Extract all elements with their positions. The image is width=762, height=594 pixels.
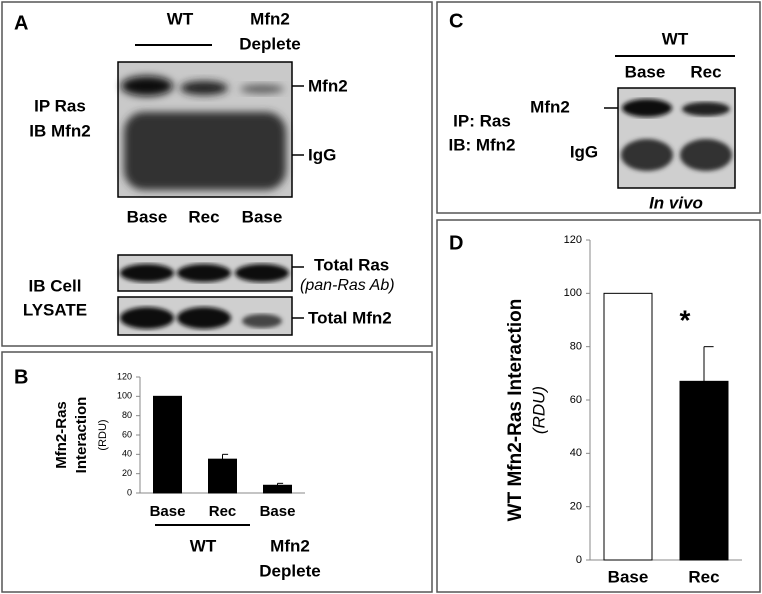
y-tick-label: 40 bbox=[122, 449, 132, 459]
bar bbox=[603, 292, 653, 561]
y-tick-label: 80 bbox=[122, 410, 132, 420]
panel-letter: A bbox=[14, 12, 28, 34]
y-tick-label: 0 bbox=[576, 554, 582, 566]
y-tick-label: 120 bbox=[564, 234, 582, 246]
x-tick-label: Base bbox=[608, 567, 649, 586]
group-label: WT bbox=[167, 9, 194, 28]
blot bbox=[117, 254, 293, 336]
x-tick-label: Base bbox=[150, 503, 186, 520]
blot-label: LYSATE bbox=[23, 300, 87, 319]
group-label: Deplete bbox=[259, 561, 320, 580]
group-label: Mfn2 bbox=[250, 9, 290, 28]
y-axis-unit: (RDU) bbox=[97, 419, 109, 450]
y-tick-label: 60 bbox=[570, 394, 582, 406]
y-tick-label: 120 bbox=[117, 371, 132, 381]
bar bbox=[153, 395, 182, 494]
lane-label: Base bbox=[127, 207, 168, 226]
panel-b-frame bbox=[1, 351, 433, 593]
y-tick-label: 80 bbox=[570, 341, 582, 353]
bar bbox=[263, 484, 292, 494]
blot-label: IB Cell bbox=[29, 276, 82, 295]
blot-label: IB Mfn2 bbox=[29, 121, 90, 140]
y-axis-label: Mfn2-Ras bbox=[53, 401, 70, 469]
y-axis-label: Interaction bbox=[73, 397, 90, 474]
band-label: Mfn2 bbox=[530, 97, 570, 116]
band-label: (pan-Ras Ab) bbox=[300, 277, 395, 294]
lane-label: Base bbox=[625, 62, 666, 81]
y-tick-label: 100 bbox=[117, 391, 132, 401]
group-label: WT bbox=[190, 536, 217, 555]
group-label: Deplete bbox=[239, 34, 300, 53]
blot bbox=[617, 87, 736, 189]
y-axis-unit: (RDU) bbox=[529, 386, 548, 434]
panel-a-frame bbox=[1, 1, 433, 347]
lane-label: Rec bbox=[690, 62, 721, 81]
band-label: IgG bbox=[308, 145, 336, 164]
y-tick-label: 60 bbox=[122, 429, 132, 439]
blot-label: IB: Mfn2 bbox=[448, 135, 515, 154]
panel-letter: B bbox=[14, 366, 28, 388]
panel-c-frame bbox=[436, 1, 761, 214]
y-tick-label: 20 bbox=[570, 501, 582, 513]
x-tick-label: Rec bbox=[688, 567, 719, 586]
band-label: Total Mfn2 bbox=[308, 308, 392, 327]
y-tick-label: 0 bbox=[127, 487, 132, 497]
band-label: IgG bbox=[570, 142, 598, 161]
y-tick-label: 20 bbox=[122, 468, 132, 478]
group-label: WT bbox=[662, 29, 689, 48]
bar bbox=[208, 458, 237, 494]
blot-label: IP Ras bbox=[34, 96, 86, 115]
blot-label: IP: Ras bbox=[453, 111, 511, 130]
blot bbox=[117, 61, 293, 198]
y-tick-label: 100 bbox=[564, 287, 582, 299]
note: In vivo bbox=[649, 193, 703, 212]
panel-letter: D bbox=[449, 232, 463, 254]
y-tick-label: 40 bbox=[570, 447, 582, 459]
band-label: Total Ras bbox=[314, 255, 389, 274]
annotation: * bbox=[680, 304, 691, 335]
panel-letter: C bbox=[449, 10, 463, 32]
y-axis-label: WT Mfn2-Ras Interaction bbox=[505, 299, 526, 522]
band-label: Mfn2 bbox=[308, 76, 348, 95]
panel-d-frame bbox=[436, 219, 761, 593]
lane-label: Rec bbox=[188, 207, 219, 226]
x-tick-label: Base bbox=[260, 503, 296, 520]
bar bbox=[679, 380, 729, 561]
group-label: Mfn2 bbox=[270, 536, 310, 555]
lane-label: Base bbox=[242, 207, 283, 226]
x-tick-label: Rec bbox=[209, 503, 237, 520]
